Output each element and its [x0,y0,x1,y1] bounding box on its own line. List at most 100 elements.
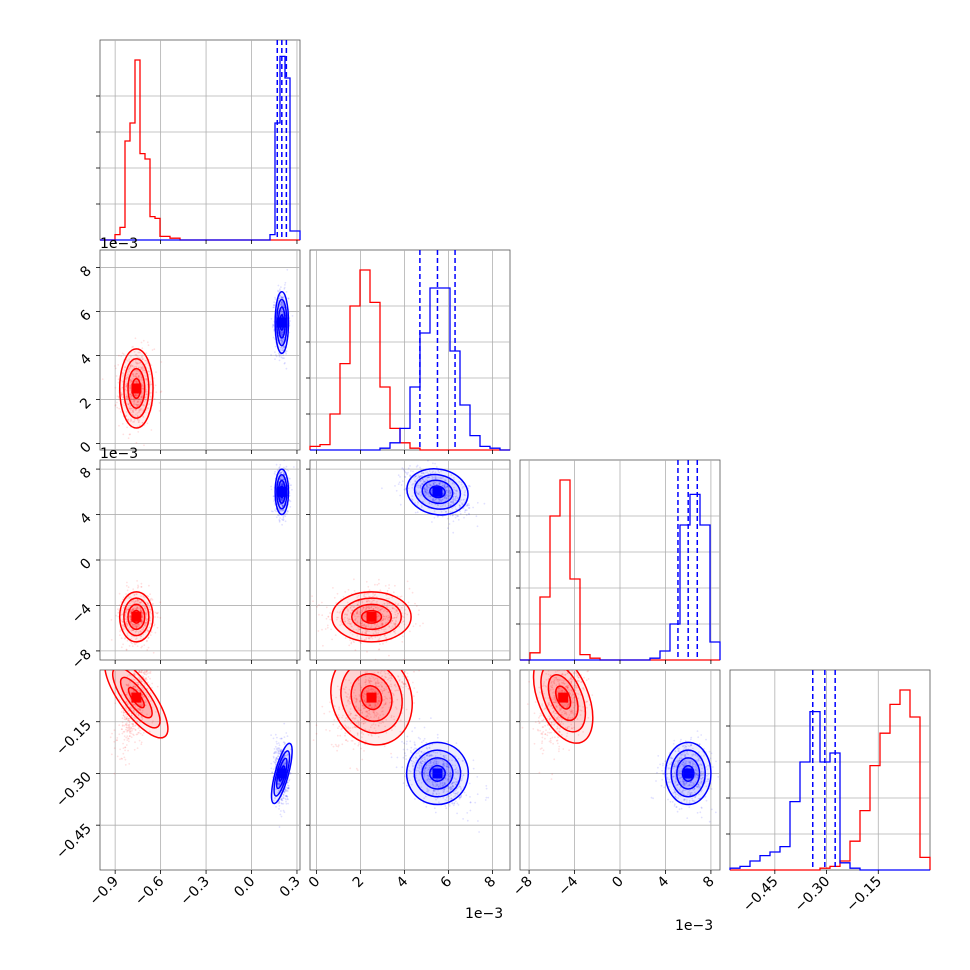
scatter-point [368,630,370,632]
scatter-point [360,625,362,627]
scatter-point [129,614,132,617]
scatter-point [135,362,138,364]
scatter-point [159,391,162,394]
scatter-point [145,388,148,391]
scatter-point [349,631,352,634]
scatter-point [449,492,451,494]
scatter-point [365,632,367,634]
scatter-point [125,648,128,651]
scatter-point [134,600,137,603]
scatter-point [356,604,359,607]
scatter-point [407,471,409,474]
scatter-point [134,728,137,731]
scatter-point [426,489,429,492]
scatter-point [325,606,328,609]
scatter-point [415,491,418,494]
scatter-point [353,606,356,608]
scatter-point [281,518,283,521]
scatter-point [134,729,137,731]
scatter-point [325,617,328,620]
scatter-point [418,493,420,496]
scatter-point [285,352,287,355]
scatter-point [141,620,144,623]
scatter-point [386,618,389,621]
scatter-point [145,617,147,620]
scatter-point [283,508,286,511]
scatter-point [344,591,347,593]
scatter-point [392,607,394,610]
scatter-point [415,475,418,477]
scatter-point [443,483,446,486]
scatter-point [438,499,441,502]
scatter-point [151,349,154,351]
scatter-point [466,503,469,506]
scatter-point [372,599,374,602]
scatter-point [467,502,470,505]
scatter-point [126,371,129,373]
scatter-point [135,627,138,629]
scatter-point [280,339,283,341]
scatter-point [356,613,358,615]
scatter-point [465,514,468,516]
scatter-point [439,477,442,480]
scatter-point [326,624,329,627]
scatter-point [281,510,283,512]
scatter-point [356,603,359,606]
scatter-point [130,722,133,725]
scatter-point [126,581,128,584]
scatter-point [147,407,150,409]
scatter-point [270,767,273,770]
scatter-point [133,625,136,628]
scatter-point [141,645,144,648]
scatter-point [419,479,422,482]
scatter-point [114,404,117,406]
scatter-point [147,695,150,698]
scatter-point [377,638,380,641]
scatter-point [414,480,417,483]
scatter-point [131,346,134,348]
scatter-point [291,488,293,491]
histogram-p2 [309,250,510,451]
scatter-point [279,339,281,342]
scatter-point [121,621,124,623]
scatter-point [355,628,358,631]
scatter-point [441,498,444,501]
scatter-point [145,613,148,615]
scatter-point [368,589,371,591]
scatter-point [385,605,388,608]
scatter-point [154,616,157,618]
scatter-point [375,606,377,609]
scatter-point [346,614,348,616]
scatter-point [347,588,350,591]
scatter-point [278,471,281,474]
scatter-point [365,600,368,602]
scatter-point [129,393,132,396]
scatter-point [281,339,283,342]
scatter-point [363,594,365,597]
scatter-point [109,736,112,739]
scatter-point [450,494,452,497]
scatter-point [145,391,148,393]
scatter-point [362,625,364,627]
scatter-point [449,492,452,495]
scatter-point [134,643,137,646]
scatter-point [123,718,126,721]
scatter-point [458,480,461,483]
scatter-point [426,485,428,488]
scatter-point [142,416,145,418]
scatter-point [125,683,128,686]
scatter-point [283,466,285,469]
scatter-point [132,629,135,632]
histogram-step-series-0 [730,689,931,871]
scatter-point [377,607,380,609]
scatter-point [361,631,364,633]
scatter-point [124,764,127,766]
scatter-point [376,583,379,586]
scatter-point [404,475,406,478]
scatter-point [145,677,147,680]
scatter-point [121,728,123,731]
scatter-point [130,610,132,613]
scatter-point [136,623,139,626]
scatter-point [145,352,148,354]
scatter-point [124,758,127,761]
